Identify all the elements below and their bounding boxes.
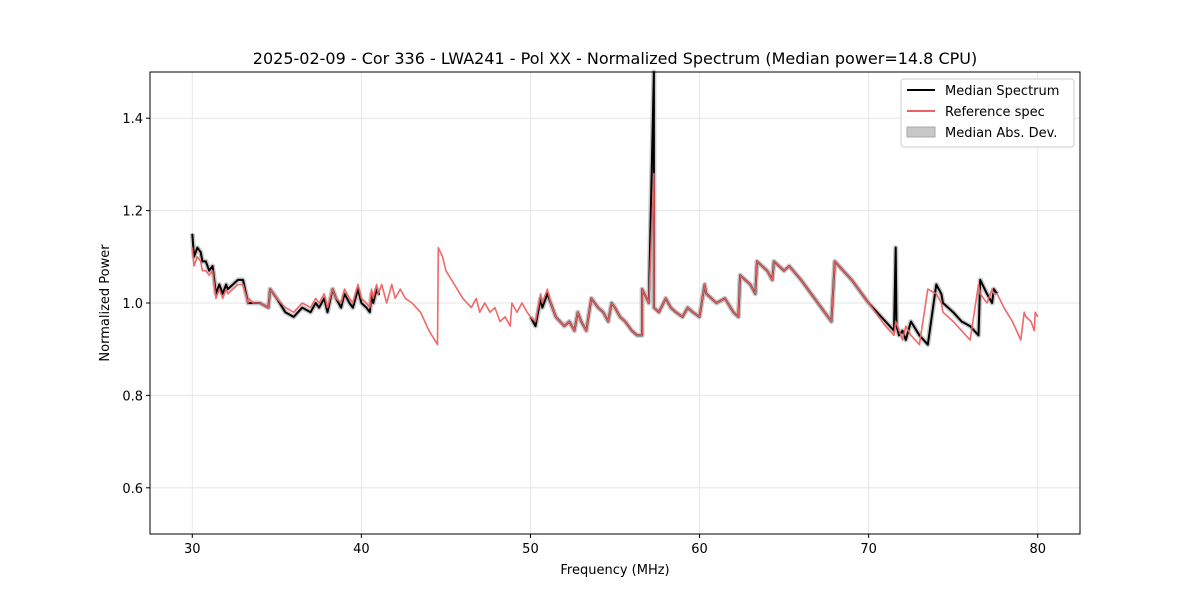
legend: Median Spectrum Reference spec Median Ab… <box>900 78 1075 148</box>
legend-label-median: Median Spectrum <box>945 84 1059 99</box>
y-tick-label: 1.4 <box>122 112 143 127</box>
x-tick-label: 70 <box>860 542 877 557</box>
y-tick-label: 0.8 <box>122 389 143 404</box>
legend-frame <box>900 78 1075 148</box>
x-axis-label: Frequency (MHz) <box>560 563 669 578</box>
x-tick-label: 60 <box>691 542 708 557</box>
x-tick-label: 80 <box>1029 542 1046 557</box>
reference-spec-line <box>191 172 1039 346</box>
chart-title: 2025-02-09 - Cor 336 - LWA241 - Pol XX -… <box>253 49 977 68</box>
y-axis: 0.6 0.8 1.0 1.2 1.4 <box>122 112 150 497</box>
legend-label-reference: Reference spec <box>945 105 1045 120</box>
y-axis-label: Normalized Power <box>98 244 113 362</box>
x-tick-label: 30 <box>184 542 201 557</box>
legend-label-mad: Median Abs. Dev. <box>945 126 1057 141</box>
plot-series <box>189 69 1039 348</box>
y-tick-label: 0.6 <box>122 482 143 497</box>
x-axis: 30 40 50 60 70 80 <box>184 534 1046 557</box>
y-tick-label: 1.2 <box>122 205 143 220</box>
x-tick-label: 40 <box>353 542 370 557</box>
x-tick-label: 50 <box>522 542 539 557</box>
legend-swatch-mad <box>906 126 936 138</box>
y-tick-label: 1.0 <box>122 297 143 312</box>
